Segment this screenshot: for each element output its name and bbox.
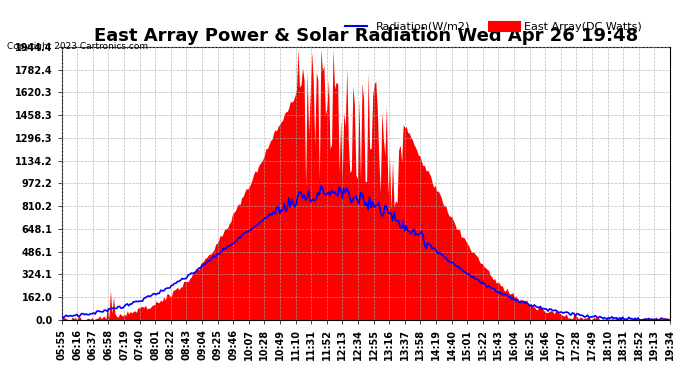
Title: East Array Power & Solar Radiation Wed Apr 26 19:48: East Array Power & Solar Radiation Wed A… [94, 27, 638, 45]
Legend: Radiation(W/m2), East Array(DC Watts): Radiation(W/m2), East Array(DC Watts) [341, 17, 647, 36]
Text: Copyright 2023 Cartronics.com: Copyright 2023 Cartronics.com [7, 42, 148, 51]
